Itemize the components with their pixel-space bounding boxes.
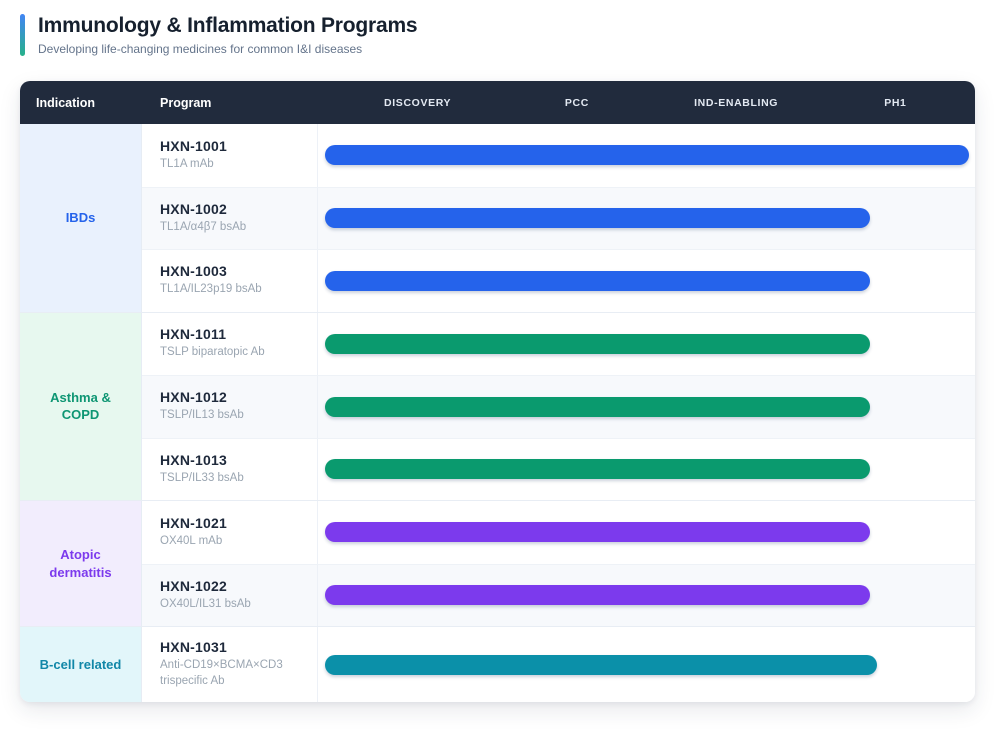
group-rows: HXN-1021 OX40L mAb HXN-1022 OX40L/IL31 b…: [142, 501, 975, 626]
indication-cell: Asthma & COPD: [20, 312, 142, 500]
page-title: Immunology & Inflammation Programs: [38, 14, 418, 37]
indication-label: Atopic dermatitis: [49, 546, 112, 580]
indication-group-atopic-dermatitis: Atopic dermatitis HXN-1021 OX40L mAb HXN…: [20, 500, 975, 626]
progress-bar: [325, 145, 969, 166]
indication-cell: B-cell related: [20, 627, 142, 702]
program-cell: HXN-1022 OX40L/IL31 bsAb: [142, 564, 318, 626]
program-modality: TSLP/IL33 bsAb: [160, 471, 244, 484]
title-group: Immunology & Inflammation Programs Devel…: [38, 14, 418, 56]
group-rows: HXN-1001 TL1A mAb HXN-1002 TL1A/α4β7 bsA…: [142, 124, 975, 312]
page-header: Immunology & Inflammation Programs Devel…: [20, 14, 999, 56]
phase-header-discovery: DISCOVERY: [384, 96, 452, 109]
program-cell: HXN-1002 TL1A/α4β7 bsAb: [142, 187, 318, 249]
program-cell: HXN-1031 Anti-CD19×BCMA×CD3 trispecific …: [142, 627, 318, 702]
progress-bar: [325, 396, 871, 417]
program-modality: OX40L mAb: [160, 534, 223, 547]
program-cell: HXN-1021 OX40L mAb: [142, 501, 318, 564]
program-modality: TL1A/α4β7 bsAb: [160, 220, 247, 233]
indication-label: B-cell related: [39, 656, 122, 672]
progress-bar: [325, 522, 871, 543]
phase-track: [318, 313, 975, 376]
program-modality: TL1A/IL23p19 bsAb: [160, 283, 262, 296]
program-cell: HXN-1011 TSLP biparatopic Ab: [142, 312, 318, 375]
program-cell: HXN-1003 TL1A/IL23p19 bsAb: [142, 250, 318, 312]
progress-bar: [325, 333, 871, 354]
progress-bar: [325, 585, 871, 606]
program-column-header: Program: [160, 95, 212, 110]
program-name: HXN-1022: [160, 577, 227, 594]
phase-track: [318, 627, 975, 702]
phase-track: [318, 565, 975, 627]
program-row: HXN-1003 TL1A/IL23p19 bsAb: [142, 249, 975, 312]
program-modality: OX40L/IL31 bsAb: [160, 597, 251, 610]
phase-track: [318, 501, 975, 564]
indication-group-asthma-copd: Asthma & COPD HXN-1011 TSLP biparatopic …: [20, 311, 975, 501]
phase-track: [318, 124, 975, 187]
table-header-row: Indication Program DISCOVERY PCC IND-ENA…: [20, 81, 975, 124]
phase-track: [318, 250, 975, 312]
program-row: HXN-1001 TL1A mAb: [142, 124, 975, 187]
indication-label: IBDs: [65, 209, 96, 225]
progress-bar: [325, 270, 871, 291]
program-name: HXN-1001: [160, 137, 227, 154]
program-row: HXN-1002 TL1A/α4β7 bsAb: [142, 186, 975, 250]
indication-cell: IBDs: [20, 124, 142, 312]
indication-column-header: Indication: [36, 95, 96, 110]
program-name: HXN-1013: [160, 451, 227, 468]
program-cell: HXN-1001 TL1A mAb: [142, 124, 318, 187]
indication-label: Asthma & COPD: [50, 389, 111, 423]
program-name: HXN-1011: [160, 326, 227, 343]
program-name: HXN-1003: [160, 263, 227, 280]
phase-header-ph1: PH1: [884, 96, 907, 109]
program-row: HXN-1031 Anti-CD19×BCMA×CD3 trispecific …: [142, 627, 975, 702]
phase-header-ind-enabling: IND-ENABLING: [694, 96, 779, 109]
group-rows: HXN-1031 Anti-CD19×BCMA×CD3 trispecific …: [142, 627, 975, 702]
phase-track: [318, 439, 975, 501]
phase-header-pcc: PCC: [564, 96, 589, 109]
program-row: HXN-1013 TSLP/IL33 bsAb: [142, 437, 975, 501]
program-modality: TSLP/IL13 bsAb: [160, 409, 244, 422]
pipeline-table: Indication Program DISCOVERY PCC IND-ENA…: [20, 81, 975, 702]
program-name: HXN-1002: [160, 200, 227, 217]
progress-bar: [325, 654, 877, 675]
program-name: HXN-1012: [160, 389, 227, 406]
program-row: HXN-1021 OX40L mAb: [142, 501, 975, 564]
program-modality: TL1A mAb: [160, 157, 214, 170]
program-name: HXN-1021: [160, 514, 227, 531]
phase-track: [318, 376, 975, 438]
program-row: HXN-1012 TSLP/IL13 bsAb: [142, 375, 975, 438]
program-modality: TSLP biparatopic Ab: [160, 346, 265, 359]
program-modality: Anti-CD19×BCMA×CD3 trispecific Ab: [160, 659, 283, 687]
indication-group-ibds: IBDs HXN-1001 TL1A mAb HXN-1002 TL1A/α4β…: [20, 124, 975, 312]
indication-group-b-cell-related: B-cell related HXN-1031 Anti-CD19×BCMA×C…: [20, 626, 975, 702]
program-cell: HXN-1012 TSLP/IL13 bsAb: [142, 376, 318, 438]
group-rows: HXN-1011 TSLP biparatopic Ab HXN-1012 TS…: [142, 312, 975, 501]
progress-bar: [325, 459, 871, 480]
program-name: HXN-1031: [160, 639, 227, 656]
page-subtitle: Developing life-changing medicines for c…: [38, 42, 363, 56]
phase-track: [318, 188, 975, 250]
program-row: HXN-1011 TSLP biparatopic Ab: [142, 312, 975, 376]
accent-bar: [20, 14, 25, 56]
program-row: HXN-1022 OX40L/IL31 bsAb: [142, 563, 975, 627]
program-cell: HXN-1013 TSLP/IL33 bsAb: [142, 438, 318, 500]
phase-column-headers: DISCOVERY PCC IND-ENABLING PH1: [318, 97, 975, 109]
indication-cell: Atopic dermatitis: [20, 501, 142, 626]
progress-bar: [325, 208, 871, 229]
